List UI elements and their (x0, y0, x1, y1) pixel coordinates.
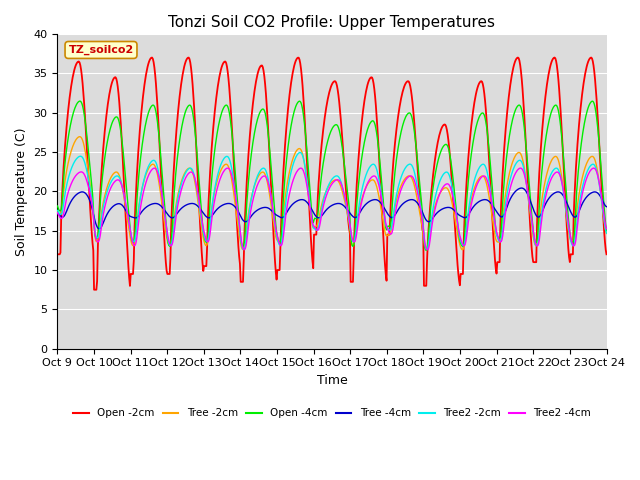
Legend: Open -2cm, Tree -2cm, Open -4cm, Tree -4cm, Tree2 -2cm, Tree2 -4cm: Open -2cm, Tree -2cm, Open -4cm, Tree -4… (69, 404, 595, 422)
X-axis label: Time: Time (317, 374, 348, 387)
Title: Tonzi Soil CO2 Profile: Upper Temperatures: Tonzi Soil CO2 Profile: Upper Temperatur… (168, 15, 495, 30)
Text: TZ_soilco2: TZ_soilco2 (68, 45, 134, 55)
Y-axis label: Soil Temperature (C): Soil Temperature (C) (15, 127, 28, 255)
